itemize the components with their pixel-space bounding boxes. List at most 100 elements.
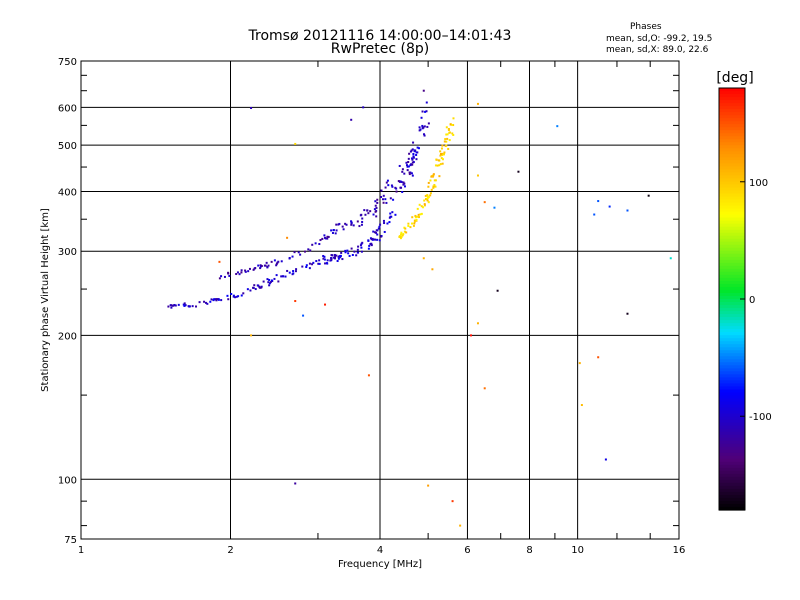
colorbar-segment — [719, 226, 745, 231]
trace-point — [256, 284, 259, 287]
colorbar-segment — [719, 380, 745, 384]
scatter-point — [493, 206, 496, 209]
trace-point — [205, 301, 208, 304]
trace-point — [371, 237, 374, 240]
colorbar-segment — [719, 295, 745, 300]
colorbar-segment — [719, 181, 745, 186]
colorbar-segment — [719, 467, 745, 472]
trace-point — [341, 258, 344, 261]
trace-point — [400, 235, 403, 238]
colorbar-segment — [719, 283, 745, 288]
trace-point — [448, 131, 451, 134]
trace-point — [407, 160, 410, 163]
scatter-point — [294, 142, 297, 145]
colorbar-segment — [719, 88, 745, 92]
trace-point — [435, 158, 438, 161]
trace-point — [281, 275, 284, 278]
phase-stats-x: mean, sd,X: 89.0, 22.6 — [606, 45, 709, 55]
trace-point — [171, 304, 174, 307]
trace-point — [398, 180, 401, 183]
trace-point — [369, 210, 372, 213]
trace-point — [418, 203, 421, 206]
scatter-point — [250, 107, 253, 110]
colorbar-segment — [719, 286, 745, 291]
trace-point — [383, 222, 386, 225]
trace-point — [350, 247, 353, 250]
colorbar-segment — [719, 118, 745, 122]
colorbar-segment — [719, 217, 745, 222]
colorbar-segment — [719, 389, 745, 394]
trace-point — [411, 148, 414, 151]
trace-point — [445, 133, 448, 136]
grid — [80, 60, 680, 540]
trace-point — [366, 209, 369, 212]
trace-point — [308, 267, 311, 270]
trace-point — [399, 236, 402, 239]
trace-point — [413, 219, 416, 222]
x-tick-label: 6 — [464, 545, 470, 556]
colorbar-segment — [719, 238, 745, 243]
trace-point — [380, 235, 383, 238]
colorbar-segment — [719, 401, 745, 406]
x-tick-label: 8 — [526, 545, 532, 556]
colorbar-segment — [719, 446, 745, 451]
trace-point — [384, 186, 387, 189]
trace-point — [429, 179, 432, 182]
scatter-point — [431, 268, 434, 271]
trace-point — [438, 164, 441, 167]
trace-point — [367, 239, 370, 242]
trace-point — [345, 223, 348, 226]
trace-point — [407, 222, 410, 225]
trace-point — [227, 271, 230, 274]
trace-point — [407, 157, 410, 160]
trace-point — [426, 194, 429, 197]
trace-point — [254, 267, 257, 270]
trace-point — [417, 213, 420, 216]
trace-point — [323, 258, 326, 261]
trace-point — [433, 179, 436, 182]
trace-point — [360, 213, 363, 216]
trace-point — [339, 256, 342, 259]
trace-point — [350, 223, 353, 226]
trace-point — [242, 292, 245, 295]
trace-point — [417, 216, 420, 219]
colorbar-segment — [719, 500, 745, 505]
y-tick-label: 200 — [58, 331, 77, 342]
trace-point — [286, 269, 289, 272]
colorbar-segment — [719, 112, 745, 116]
trace-point — [191, 305, 194, 308]
trace-point — [360, 223, 363, 226]
colorbar-segment — [719, 461, 745, 466]
trace-point — [350, 220, 353, 223]
trace-point — [260, 265, 263, 268]
colorbar-segment — [719, 262, 745, 267]
trace-point — [427, 185, 430, 188]
trace-point — [334, 255, 337, 258]
colorbar-segment — [719, 395, 745, 400]
trace-point — [412, 155, 415, 158]
trace-point — [445, 144, 448, 147]
scatter-point — [294, 482, 297, 485]
scatter-point — [294, 300, 297, 303]
trace-point — [419, 213, 422, 216]
trace-point — [266, 266, 269, 269]
trace-point — [264, 264, 267, 267]
trace-point — [388, 216, 391, 219]
trace-point — [260, 286, 263, 289]
trace-point — [206, 302, 209, 305]
trace-point — [218, 277, 221, 280]
trace-point — [275, 262, 278, 265]
trace-point — [368, 244, 371, 247]
trace-point — [330, 257, 333, 260]
trace-point — [324, 262, 327, 265]
trace-point — [332, 229, 335, 232]
colorbar-segment — [719, 329, 745, 333]
colorbar-segment — [719, 130, 745, 134]
trace-point — [341, 225, 344, 228]
scatter-point — [422, 257, 425, 260]
trace-point — [375, 215, 378, 218]
colorbar-segment — [719, 166, 745, 170]
trace-point — [367, 212, 370, 215]
trace-point — [413, 149, 416, 152]
trace-point — [267, 264, 270, 267]
